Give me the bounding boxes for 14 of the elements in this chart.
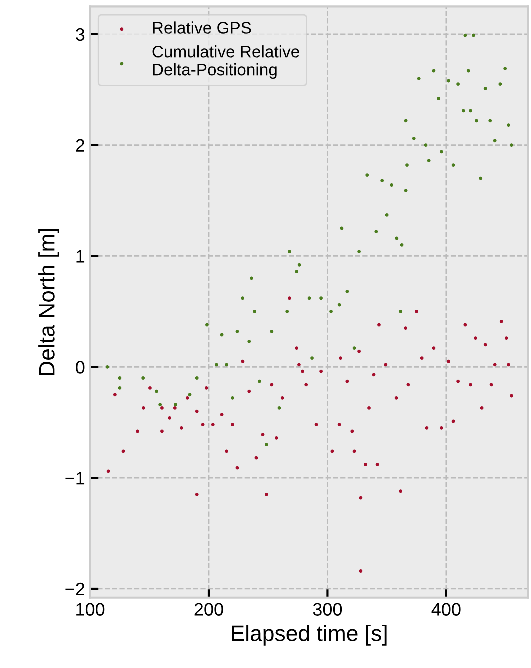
y-tick-label: −1 [66, 472, 85, 485]
x-tick-label: 400 [432, 603, 461, 616]
y-tick-label: −2 [66, 582, 84, 596]
legend-label: Cumulative Relative Delta-Positioning [152, 46, 300, 80]
y-tick-label: 1 [76, 250, 85, 263]
y-tick-label: 3 [76, 28, 85, 42]
legend-label: Relative GPS [153, 22, 252, 34]
x-tick-label: 200 [194, 603, 224, 616]
x-axis-title: Elapsed time [s] [232, 625, 387, 646]
y-tick-label: 0 [76, 361, 85, 374]
y-tick-label: 2 [76, 139, 85, 152]
x-tick-label: 300 [313, 603, 342, 616]
x-tick-label: 100 [76, 603, 105, 616]
y-axis-title: Delta North [m] [38, 229, 60, 376]
